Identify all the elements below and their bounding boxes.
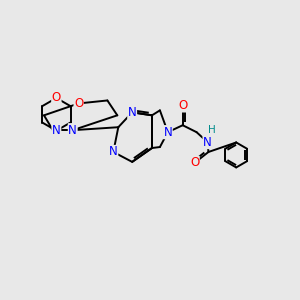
Text: H: H bbox=[208, 125, 216, 135]
Text: N: N bbox=[203, 136, 212, 148]
Text: N: N bbox=[52, 124, 61, 137]
Text: O: O bbox=[178, 99, 187, 112]
Text: O: O bbox=[52, 92, 61, 104]
Text: O: O bbox=[190, 156, 199, 170]
Text: N: N bbox=[109, 146, 118, 158]
Text: N: N bbox=[68, 124, 77, 137]
Text: N: N bbox=[164, 126, 172, 139]
Text: N: N bbox=[128, 106, 136, 119]
Text: O: O bbox=[74, 97, 83, 110]
